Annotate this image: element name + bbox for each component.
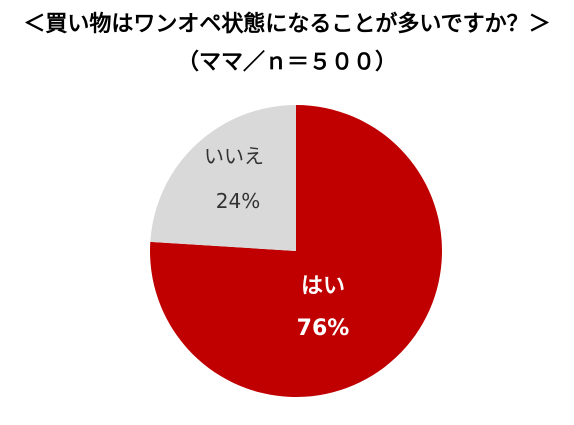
slice-label-no: いいえ [204,144,264,168]
slice-value-no: 24% [216,189,260,213]
slice-label-yes: はい [301,274,345,299]
chart-subtitle: （ママ／ｎ＝５００） [176,50,397,75]
pie-slice-no [150,104,296,251]
chart-title: ＜買い物はワンオペ状態になることが多いですか？＞ [23,12,551,37]
slice-value-yes: 76% [297,316,350,341]
